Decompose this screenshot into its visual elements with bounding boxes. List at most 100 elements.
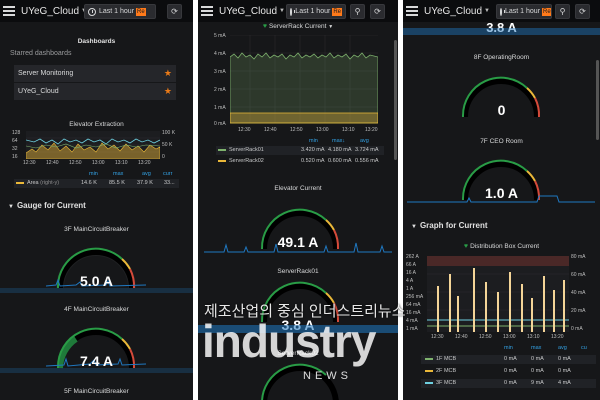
y-tick: 16 A: [406, 270, 417, 276]
y-tick: 4 A: [406, 278, 414, 284]
refresh-button[interactable]: ⟳: [370, 4, 385, 19]
series-swatch: [218, 148, 226, 151]
legend-value-avg: 37.9 K: [137, 180, 153, 186]
dashboard-title-button[interactable]: UYeG_Cloud▼: [424, 6, 490, 17]
legend-row-bg: [421, 355, 596, 364]
legend-row-3f-mcb[interactable]: 3F MCB: [425, 380, 456, 386]
caret-down-icon: ▼: [328, 24, 334, 30]
y-right-tick: 60 mA: [571, 272, 586, 278]
server-rack-current-title: ♥ ServerRack Current ▼: [198, 23, 398, 30]
y-right-tick: 80 mA: [571, 254, 586, 260]
time-range-label: Last 1 hour: [505, 8, 541, 15]
dashboard-title-button[interactable]: UYeG_Cloud▼: [21, 6, 87, 17]
legend-value-current: 33...: [164, 180, 175, 186]
phone-right: 3.8 A UYeG_Cloud ▼ Last 1 hour Re ⚲ ⟳ 8F O…: [403, 0, 600, 400]
dashboard-title-button[interactable]: UYeG_Cloud▼: [219, 6, 285, 17]
legend-header-max[interactable]: max: [531, 345, 542, 351]
legend-header-min[interactable]: min: [504, 345, 513, 351]
legend-value-avg: 3.724 mA: [355, 147, 379, 153]
time-range-picker[interactable]: Last 1 hour Re: [84, 4, 156, 19]
elevator-current-gauge: [260, 208, 340, 250]
legend-header-current[interactable]: cu: [581, 345, 587, 351]
legend-header-max[interactable]: max: [113, 171, 124, 177]
legend-value-min: 0.520 mA: [301, 158, 325, 164]
search-button[interactable]: ⚲: [555, 4, 570, 19]
starred-dashboard-item[interactable]: UYeG_Cloud ★: [14, 83, 176, 100]
star-icon[interactable]: ★: [163, 68, 172, 78]
x-tick: 12:30: [238, 127, 251, 133]
legend-header-avg[interactable]: avg: [142, 171, 151, 177]
x-tick: 12:50: [479, 334, 492, 340]
heart-icon: ♥: [463, 243, 469, 250]
legend-header-min[interactable]: min: [309, 138, 318, 144]
menu-icon[interactable]: [406, 6, 418, 16]
search-button[interactable]: ⚲: [350, 4, 365, 19]
scrollbar-thumb[interactable]: [596, 60, 599, 140]
legend-row-bg: [421, 379, 596, 388]
legend-row-2f-mcb[interactable]: 2F MCB: [425, 368, 456, 374]
legend-header-avg[interactable]: avg: [360, 138, 369, 144]
star-icon[interactable]: ★: [163, 86, 172, 96]
x-tick: 12:40: [46, 160, 59, 166]
server-rack01-title: ServerRack01: [277, 268, 319, 275]
clock-icon: [500, 7, 505, 16]
legend-row-serverrack01[interactable]: ServerRack01: [218, 147, 264, 153]
heart-icon: ♥: [262, 23, 267, 30]
legend-value-max: 9 mA: [531, 380, 544, 386]
time-range-picker[interactable]: Last 1 hour Re: [286, 4, 346, 19]
sparkline-band: [198, 325, 398, 333]
y-right-tick: 20 mA: [571, 308, 586, 314]
legend-header-current[interactable]: curr: [163, 171, 173, 177]
menu-icon[interactable]: [201, 6, 213, 16]
starred-dashboards-label: Starred dashboards: [10, 50, 72, 57]
legend-header-avg[interactable]: avg: [558, 345, 567, 351]
legend-value-max: 0 mA: [531, 368, 544, 374]
y-right-tick: 50 K: [162, 142, 173, 148]
legend-value-max: 85.5 K: [109, 180, 125, 186]
row-graph-for-current[interactable]: ▼ Graph for Current: [411, 221, 488, 230]
refresh-button[interactable]: ⟳: [575, 4, 590, 19]
panel-title-text: Distribution Box Current: [470, 243, 540, 250]
series-swatch: [425, 369, 433, 372]
series-swatch: [16, 181, 24, 184]
refresh-interval-tag: Re: [332, 7, 342, 16]
series-name: ServerRack02: [229, 158, 264, 164]
sparkline-band: [0, 288, 193, 293]
legend-row-area[interactable]: Area (right-y): [16, 180, 59, 186]
y-right-tick: 0: [162, 154, 165, 160]
top-navbar: UYeG_Cloud ▼ Last 1 hour Re ⚲ ⟳: [198, 0, 398, 22]
x-tick: 13:20: [365, 127, 378, 133]
elevator-current-title: Elevator Current: [274, 185, 322, 192]
watermark-tagline: 제조산업의 중심 인더스트리뉴스: [204, 303, 406, 320]
distribution-box-current-chart: [427, 256, 569, 332]
legend-value-min: 3.420 mA: [301, 147, 325, 153]
row-gauge-for-current[interactable]: ▼ Gauge for Current: [8, 201, 86, 210]
series-swatch: [218, 159, 226, 162]
clock-icon: [88, 7, 96, 16]
legend-header-min[interactable]: min: [89, 171, 98, 177]
dashboard-title: UYeG_Cloud: [21, 5, 80, 17]
y-tick: 1 mA: [214, 105, 226, 111]
legend-value-min: 0 mA: [504, 368, 517, 374]
watermark-logo: industry: [202, 315, 376, 367]
time-range-label: Last 1 hour: [99, 8, 135, 15]
x-tick: 12:40: [264, 127, 277, 133]
x-tick: 13:20: [551, 334, 564, 340]
starred-dashboard-item[interactable]: Server Monitoring ★: [14, 65, 176, 82]
legend-value-max: 4.180 mA: [328, 147, 352, 153]
refresh-button[interactable]: ⟳: [167, 4, 182, 19]
menu-icon[interactable]: [3, 6, 15, 16]
legend-row-1f-mcb[interactable]: 1F MCB: [425, 356, 456, 362]
y-tick: 5 mA: [214, 33, 226, 39]
caret-down-icon: ▼: [279, 8, 285, 14]
y-tick: 16: [12, 154, 18, 160]
y-tick: 4 mA: [214, 51, 226, 57]
ceo-room-title: 7F CEO Room: [480, 138, 523, 145]
y-tick: 1 mA: [406, 326, 418, 332]
scrollbar-thumb[interactable]: [394, 40, 397, 160]
refresh-interval-tag: Re: [136, 7, 146, 16]
time-range-picker[interactable]: Last 1 hour Re: [496, 4, 552, 19]
legend-header-max[interactable]: max↓: [332, 138, 346, 144]
legend-row-serverrack02[interactable]: ServerRack02: [218, 158, 264, 164]
